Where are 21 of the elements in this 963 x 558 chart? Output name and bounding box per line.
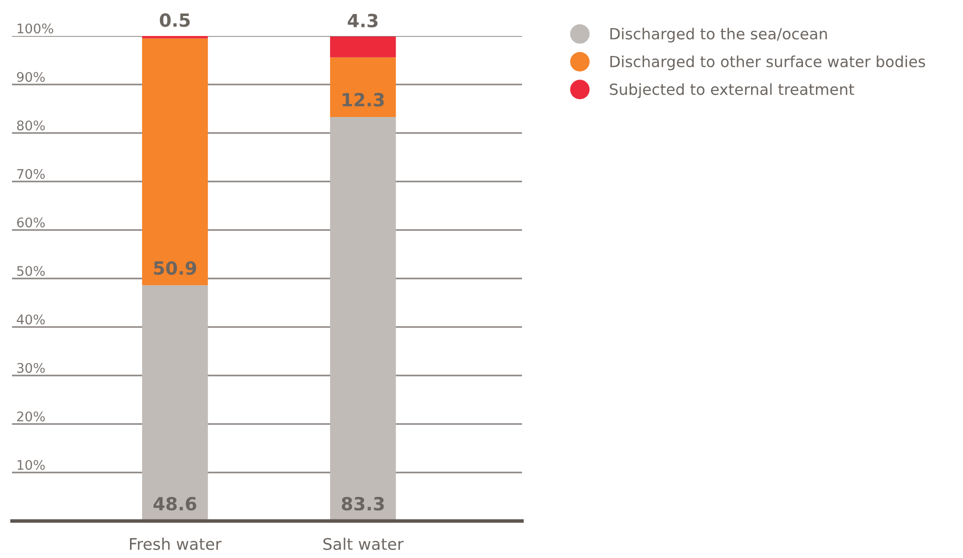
- legend-label: Subjected to external treatment: [610, 83, 854, 98]
- data-label: 12.3: [342, 92, 384, 107]
- data-label: 48.6: [154, 496, 196, 511]
- data-label: 50.9: [154, 261, 196, 275]
- y-tick-label: 10%: [18, 460, 45, 470]
- legend-label: Discharged to other surface water bodies: [610, 55, 926, 70]
- y-tick-label: 80%: [17, 120, 45, 130]
- legend-label: Discharged to the sea/ocean: [610, 28, 827, 42]
- y-tick-label: 30%: [17, 362, 45, 373]
- data-label: 83.3: [342, 496, 384, 511]
- y-tick-label: 70%: [17, 168, 45, 179]
- y-tick-label: 90%: [17, 72, 45, 82]
- y-tick-label: 100%: [18, 23, 54, 34]
- y-tick-label: 60%: [17, 217, 45, 228]
- y-tick-label: 20%: [17, 411, 45, 422]
- data-label: 4.3: [348, 14, 378, 28]
- x-tick-label: Salt water: [323, 538, 404, 550]
- y-tick-label: 50%: [17, 266, 45, 276]
- data-label: 0.5: [160, 13, 190, 27]
- y-tick-label: 40%: [16, 314, 45, 324]
- x-tick-label: Fresh water: [130, 538, 222, 550]
